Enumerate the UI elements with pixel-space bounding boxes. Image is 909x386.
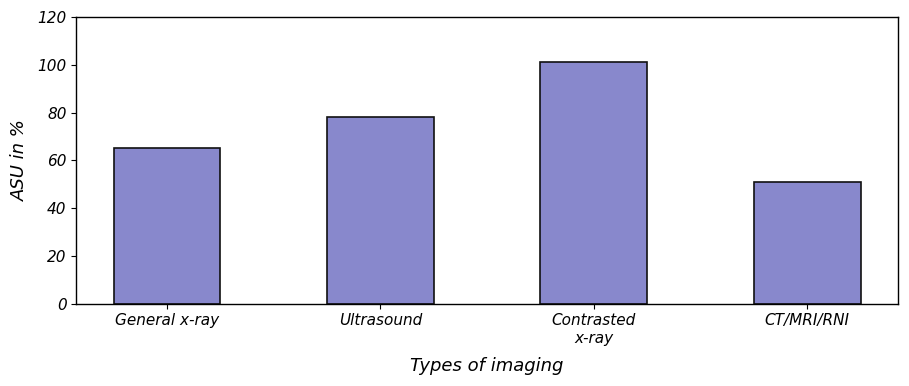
- Bar: [754, 182, 861, 304]
- Bar: [114, 149, 221, 304]
- Bar: [327, 117, 434, 304]
- X-axis label: Types of imaging: Types of imaging: [411, 357, 564, 375]
- Bar: [541, 63, 647, 304]
- Y-axis label: ASU in %: ASU in %: [11, 119, 29, 201]
